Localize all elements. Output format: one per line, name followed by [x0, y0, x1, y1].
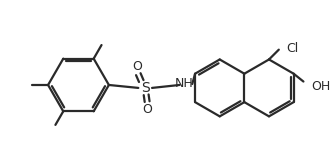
Text: O: O — [133, 60, 142, 73]
Text: O: O — [142, 103, 152, 116]
Text: S: S — [141, 81, 150, 95]
Text: OH: OH — [311, 80, 331, 93]
Text: Cl: Cl — [287, 42, 299, 55]
Text: NH: NH — [175, 76, 194, 90]
